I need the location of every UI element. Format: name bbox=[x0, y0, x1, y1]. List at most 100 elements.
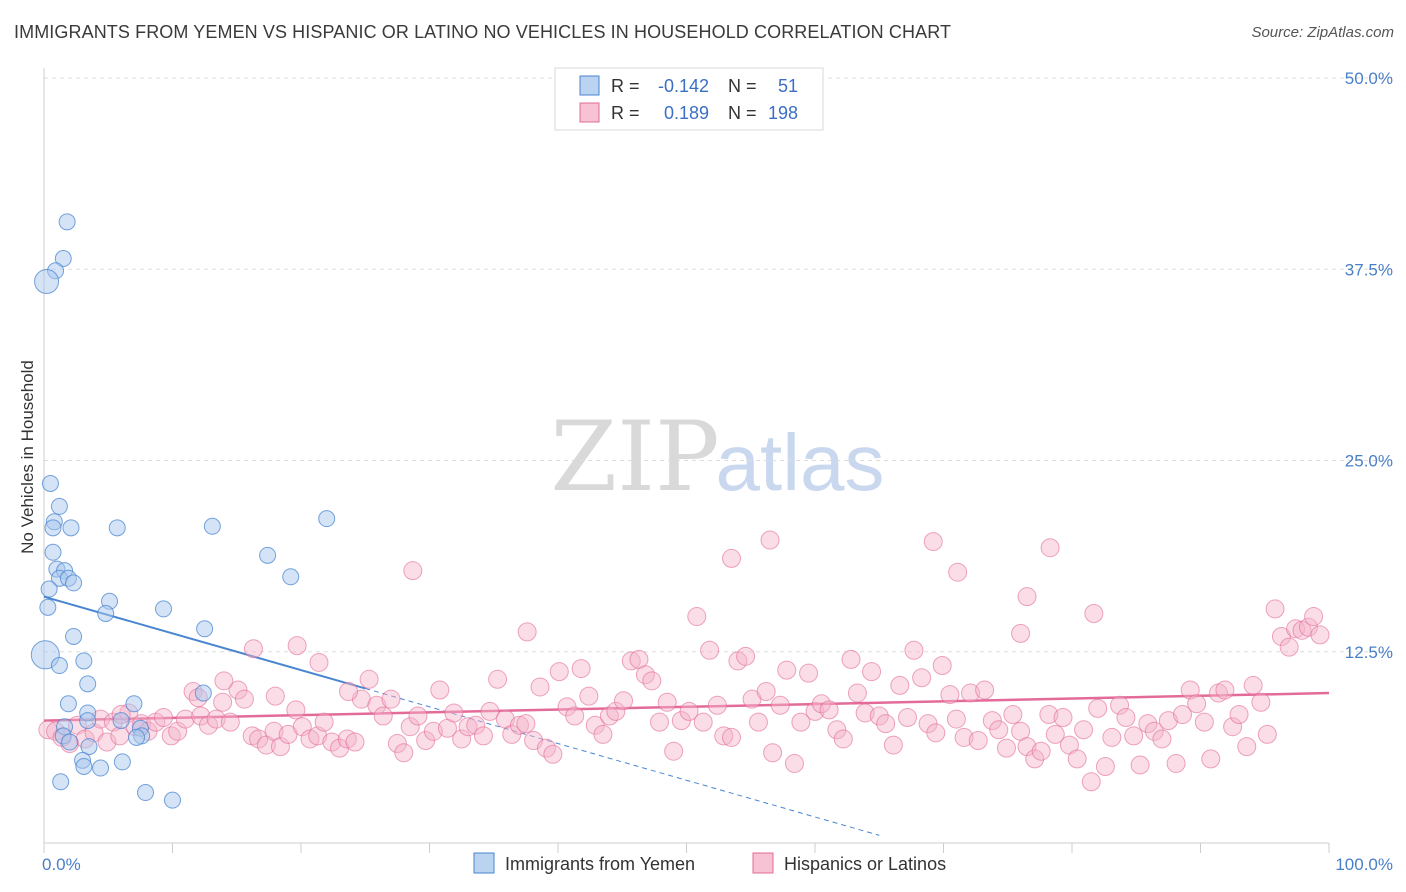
hispanics-point bbox=[423, 721, 443, 741]
hispanics-point bbox=[473, 726, 493, 746]
stats-swatch-yemen bbox=[579, 75, 600, 96]
hispanics-point bbox=[220, 712, 240, 732]
hispanics-point bbox=[292, 717, 312, 737]
yemen-point bbox=[155, 600, 173, 618]
hispanics-point bbox=[387, 734, 407, 754]
hispanics-point bbox=[516, 714, 536, 734]
hispanics-point bbox=[430, 680, 450, 700]
yemen-point bbox=[92, 759, 110, 777]
hispanics-point bbox=[714, 726, 734, 746]
hispanics-point bbox=[1102, 727, 1122, 747]
hispanics-point bbox=[530, 677, 550, 697]
hispanics-point bbox=[805, 701, 825, 721]
hispanics-point bbox=[1215, 680, 1235, 700]
hispanics-point bbox=[1237, 737, 1257, 757]
yemen-point bbox=[318, 510, 336, 528]
hispanics-point bbox=[968, 730, 988, 750]
y-tick-label-2: 37.5% bbox=[1345, 260, 1393, 279]
hispanics-point bbox=[97, 732, 117, 752]
legend-swatch-hispanics bbox=[752, 852, 774, 874]
hispanics-point bbox=[932, 656, 952, 676]
yemen-point bbox=[203, 517, 221, 535]
hispanics-point bbox=[1084, 604, 1104, 623]
series-legend: Immigrants from Yemen Hispanics or Latin… bbox=[473, 852, 946, 874]
yemen-point bbox=[75, 758, 93, 775]
chart-source: Source: ZipAtlas.com bbox=[1251, 24, 1394, 41]
hispanics-point bbox=[1053, 708, 1073, 728]
hispanics-point bbox=[243, 639, 263, 659]
hispanics-point bbox=[841, 649, 861, 669]
hispanics-point bbox=[488, 669, 508, 689]
hispanics-point bbox=[847, 683, 867, 703]
hispanics-point bbox=[549, 662, 569, 682]
hispanics-point bbox=[314, 712, 334, 732]
yemen-point bbox=[54, 250, 72, 268]
hispanics-point bbox=[339, 682, 359, 702]
hispanics-point bbox=[1003, 704, 1023, 724]
hispanics-point bbox=[1088, 698, 1108, 718]
hispanics-point bbox=[707, 695, 727, 715]
hispanics-point bbox=[1166, 753, 1186, 773]
hispanics-point bbox=[480, 701, 500, 721]
hispanics-point bbox=[869, 706, 889, 726]
hispanics-point bbox=[799, 663, 819, 683]
hispanics-point bbox=[1265, 599, 1285, 619]
hispanics-point bbox=[403, 561, 423, 581]
legend-swatch-yemen bbox=[473, 852, 495, 874]
yemen-point bbox=[79, 712, 97, 730]
y-tick-label-3: 50.0% bbox=[1345, 69, 1393, 88]
yemen-point bbox=[113, 753, 131, 771]
hispanics-point bbox=[777, 660, 797, 680]
hispanics-point bbox=[1040, 538, 1060, 558]
hispanics-point bbox=[975, 680, 995, 700]
x-tick-labels: 0.0% 100.0% bbox=[42, 855, 1393, 874]
hispanics-point bbox=[458, 717, 478, 737]
hispanics-point bbox=[760, 530, 780, 550]
hispanics-point bbox=[367, 695, 387, 715]
stats-r-label-hispanics: R = bbox=[611, 103, 640, 123]
hispanics-point bbox=[819, 700, 839, 720]
hispanics-point bbox=[213, 692, 233, 712]
hispanics-point bbox=[345, 732, 365, 752]
hispanics-point bbox=[1229, 704, 1249, 724]
hispanics-point bbox=[1194, 712, 1214, 732]
hispanics-point bbox=[1011, 623, 1031, 643]
yemen-point bbox=[196, 620, 214, 638]
hispanics-point bbox=[721, 727, 741, 747]
hispanics-point bbox=[1031, 741, 1051, 761]
yemen-point bbox=[52, 773, 70, 791]
hispanics-point bbox=[687, 607, 707, 627]
axes bbox=[43, 68, 1330, 853]
hispanics-point bbox=[1187, 694, 1207, 714]
hispanics-point bbox=[579, 686, 599, 706]
hispanics-point bbox=[989, 720, 1009, 740]
stats-swatch-hispanics bbox=[579, 102, 600, 123]
hispanics-point bbox=[664, 741, 684, 761]
stats-r-value-hispanics: 0.189 bbox=[664, 103, 709, 123]
stats-legend: R = -0.142 N = 51 R = 0.189 N = 198 bbox=[554, 67, 824, 131]
hispanics-point bbox=[206, 709, 226, 729]
hispanics-point bbox=[1173, 704, 1193, 724]
hispanics-point bbox=[452, 729, 472, 749]
hispanics-point bbox=[408, 706, 428, 726]
hispanics-point bbox=[1152, 729, 1172, 749]
hispanics-point bbox=[1201, 749, 1221, 769]
hispanics-point bbox=[286, 700, 306, 720]
hispanics-point bbox=[265, 686, 285, 706]
hispanics-point bbox=[322, 732, 342, 752]
hispanics-point bbox=[748, 712, 768, 732]
hispanics-point bbox=[890, 675, 910, 695]
hispanics-point bbox=[784, 753, 804, 773]
hispanics-point bbox=[883, 735, 903, 755]
hispanics-point bbox=[679, 701, 699, 721]
hispanics-point bbox=[770, 695, 790, 715]
legend-label-yemen: Immigrants from Yemen bbox=[505, 854, 695, 874]
hispanics-point bbox=[1025, 749, 1045, 769]
y-tick-label-0: 12.5% bbox=[1345, 643, 1393, 662]
hispanics-point bbox=[862, 662, 882, 682]
hispanics-point bbox=[1138, 714, 1158, 734]
hispanics-point bbox=[642, 671, 662, 691]
hispanics-point bbox=[359, 669, 379, 689]
hispanics-point bbox=[1039, 704, 1059, 724]
hispanics-point bbox=[1067, 749, 1087, 769]
